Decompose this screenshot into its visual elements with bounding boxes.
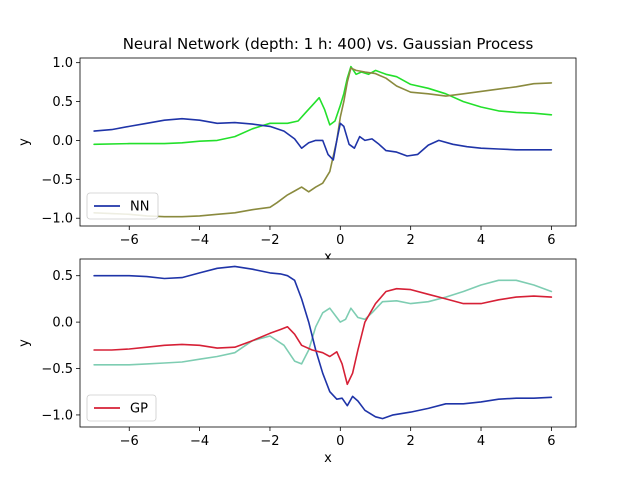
- y-axis-label: y: [17, 339, 32, 347]
- y-tick-label: 0.5: [52, 269, 73, 284]
- x-tick-label: 0: [336, 233, 344, 248]
- plot-area-0: [79, 57, 577, 227]
- series-line-nn: [93, 117, 553, 161]
- legend-0: NN: [86, 192, 159, 220]
- y-tick-label: −0.5: [41, 173, 73, 188]
- legend-label: GP: [130, 402, 148, 417]
- x-tick-label: −2: [260, 233, 279, 248]
- x-tick-label: −2: [260, 434, 279, 449]
- y-tick-label: 0.5: [52, 95, 73, 110]
- y-tick-label: 1.0: [52, 56, 73, 71]
- series-line-unnamed-1: [93, 279, 553, 366]
- top-plot: −6 −4 −2 0 2 4 6 −1.0 −0.5 0.0 0.5 1.0 x y NN: [17, 56, 577, 265]
- bottom-plot: −6 −4 −2 0 2 4 6 −1.0 −0.5 0.0 0.5 x y GP: [17, 258, 577, 466]
- y-tick-label: −0.5: [41, 362, 73, 377]
- legend-box: [86, 394, 157, 422]
- x-tick-label: −4: [190, 233, 209, 248]
- legend-label: NN: [130, 200, 149, 215]
- x-axis-label: x: [324, 250, 332, 265]
- x-tick-label: 6: [547, 233, 555, 248]
- x-tick-label: 0: [336, 434, 344, 449]
- x-tick-label: 2: [407, 434, 415, 449]
- y-tick-label: −1.0: [41, 408, 73, 423]
- series-line-unnamed-2: [93, 265, 553, 420]
- plot-area-1: [79, 258, 577, 428]
- legend-box: [86, 192, 159, 220]
- x-tick-label: 2: [407, 233, 415, 248]
- x-tick-label: 6: [547, 434, 555, 449]
- y-tick-label: 0.0: [52, 316, 73, 331]
- y-tick-label: −1.0: [41, 212, 73, 227]
- y-axis-label: y: [17, 138, 32, 146]
- series-line-gp: [93, 287, 553, 386]
- x-tick-label: −4: [190, 434, 209, 449]
- x-tick-label: −6: [120, 233, 139, 248]
- figure-title: Neural Network (depth: 1 h: 400) vs. Gau…: [123, 35, 534, 53]
- x-axis-label: x: [324, 451, 332, 466]
- x-tick-label: −6: [120, 434, 139, 449]
- y-tick-label: 0.0: [52, 134, 73, 149]
- legend-1: GP: [86, 394, 157, 422]
- x-tick-label: 4: [477, 434, 485, 449]
- x-tick-label: 4: [477, 233, 485, 248]
